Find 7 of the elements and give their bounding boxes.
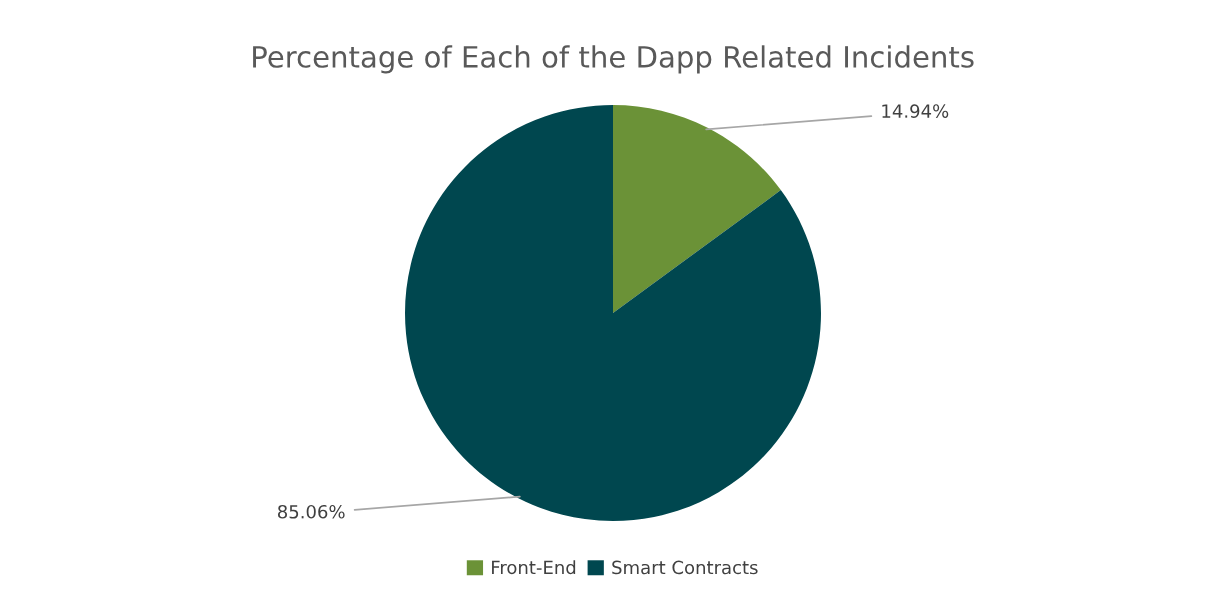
data-label: 85.06%	[277, 504, 345, 519]
chart-title: Percentage of Each of the Dapp Related Incidents	[253, 45, 974, 74]
legend-label: Front-End	[492, 560, 576, 575]
legend-label: Smart Contracts	[612, 560, 758, 575]
data-label: 14.94%	[882, 104, 949, 118]
pie-slice	[405, 105, 821, 521]
pie-slice	[613, 105, 781, 313]
